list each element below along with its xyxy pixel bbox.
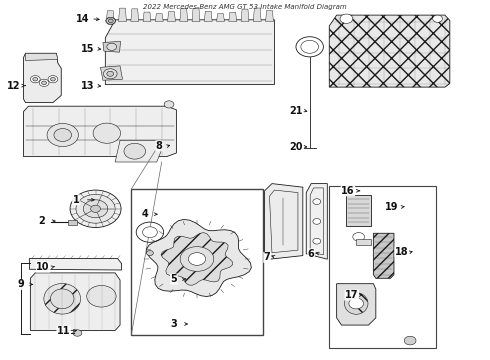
Text: 10: 10: [36, 262, 50, 272]
Text: 16: 16: [341, 186, 355, 196]
Polygon shape: [217, 14, 224, 22]
Bar: [329, 186, 436, 348]
Text: 15: 15: [80, 44, 94, 54]
Circle shape: [48, 76, 58, 83]
Text: 7: 7: [264, 252, 270, 262]
Polygon shape: [266, 10, 273, 22]
Polygon shape: [192, 8, 200, 22]
Text: 9: 9: [17, 279, 24, 289]
Polygon shape: [25, 53, 58, 60]
Text: 3: 3: [171, 319, 177, 329]
Circle shape: [301, 40, 318, 53]
Circle shape: [349, 298, 364, 309]
Circle shape: [76, 194, 115, 223]
Circle shape: [83, 200, 108, 218]
Circle shape: [91, 205, 100, 212]
Text: 13: 13: [80, 81, 94, 91]
Circle shape: [87, 285, 116, 307]
Polygon shape: [100, 66, 122, 80]
Circle shape: [39, 79, 49, 86]
Circle shape: [313, 199, 321, 204]
Circle shape: [42, 81, 47, 85]
Text: 4: 4: [141, 209, 148, 219]
Text: 6: 6: [308, 249, 315, 259]
Text: 21: 21: [290, 106, 303, 116]
Circle shape: [143, 227, 157, 238]
Text: 12: 12: [7, 81, 21, 91]
Polygon shape: [115, 140, 162, 162]
Polygon shape: [168, 12, 175, 22]
Circle shape: [54, 129, 72, 141]
Circle shape: [103, 69, 117, 79]
Polygon shape: [24, 106, 176, 157]
Circle shape: [404, 336, 416, 345]
Text: 11: 11: [57, 326, 71, 336]
Bar: [131, 189, 263, 335]
Polygon shape: [131, 9, 139, 22]
Text: 14: 14: [75, 14, 89, 24]
Polygon shape: [253, 8, 261, 22]
Polygon shape: [143, 12, 151, 22]
Text: 19: 19: [385, 202, 399, 212]
Polygon shape: [329, 15, 450, 87]
Circle shape: [93, 123, 121, 143]
Circle shape: [124, 143, 146, 159]
Polygon shape: [180, 9, 188, 22]
Circle shape: [70, 190, 121, 228]
Text: 2022 Mercedes-Benz AMG GT 53 Intake Manifold Diagram: 2022 Mercedes-Benz AMG GT 53 Intake Mani…: [143, 4, 347, 10]
Circle shape: [107, 43, 117, 50]
Polygon shape: [155, 14, 163, 22]
Polygon shape: [30, 273, 120, 330]
Polygon shape: [29, 258, 122, 270]
Circle shape: [50, 77, 55, 81]
Text: 5: 5: [171, 274, 177, 284]
Polygon shape: [147, 219, 251, 297]
Circle shape: [47, 123, 78, 147]
Polygon shape: [24, 53, 61, 103]
Polygon shape: [241, 9, 249, 22]
Polygon shape: [105, 20, 274, 85]
Circle shape: [106, 17, 116, 24]
Text: 20: 20: [290, 142, 303, 152]
Ellipse shape: [44, 284, 80, 314]
Polygon shape: [119, 8, 126, 22]
Polygon shape: [346, 195, 371, 226]
Polygon shape: [306, 184, 327, 259]
Circle shape: [33, 77, 38, 81]
Circle shape: [30, 76, 40, 83]
Polygon shape: [229, 12, 237, 22]
Text: 1: 1: [73, 195, 79, 205]
Polygon shape: [204, 11, 212, 22]
Circle shape: [296, 37, 323, 57]
Text: 2: 2: [38, 216, 45, 226]
Polygon shape: [265, 184, 303, 259]
Circle shape: [313, 219, 321, 224]
Text: 18: 18: [395, 247, 409, 257]
Circle shape: [340, 14, 353, 23]
Circle shape: [164, 101, 174, 108]
Ellipse shape: [50, 289, 74, 309]
Ellipse shape: [344, 293, 368, 314]
Polygon shape: [68, 220, 77, 225]
Polygon shape: [337, 284, 376, 325]
Circle shape: [147, 251, 153, 256]
Text: 17: 17: [345, 290, 359, 300]
Circle shape: [73, 330, 82, 336]
Circle shape: [107, 71, 114, 76]
Polygon shape: [356, 239, 371, 245]
Circle shape: [108, 19, 113, 23]
Polygon shape: [106, 11, 114, 22]
Polygon shape: [103, 41, 121, 52]
Circle shape: [188, 253, 206, 265]
Polygon shape: [161, 233, 233, 285]
Text: 8: 8: [156, 141, 163, 151]
Circle shape: [313, 238, 321, 244]
Circle shape: [180, 247, 214, 271]
Circle shape: [433, 15, 442, 22]
Polygon shape: [373, 233, 394, 278]
